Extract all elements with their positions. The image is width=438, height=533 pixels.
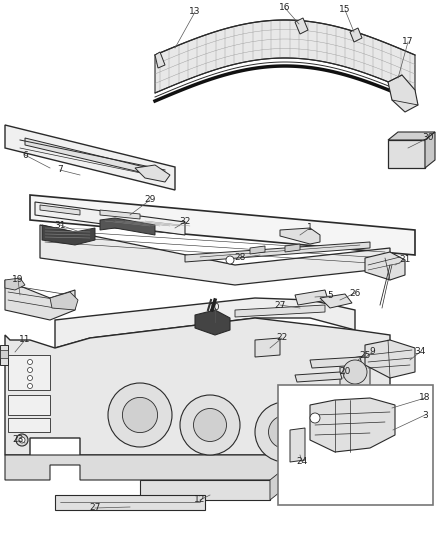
Circle shape: [310, 413, 320, 423]
Text: 28: 28: [234, 254, 246, 262]
Polygon shape: [388, 132, 435, 140]
Polygon shape: [270, 472, 280, 500]
Text: 1: 1: [307, 223, 313, 232]
Text: 21: 21: [399, 255, 411, 264]
Polygon shape: [135, 165, 170, 182]
Polygon shape: [365, 252, 405, 280]
Text: 7: 7: [57, 166, 63, 174]
Text: 31: 31: [54, 221, 66, 230]
Text: 27: 27: [274, 301, 286, 310]
Polygon shape: [295, 18, 308, 34]
Text: 11: 11: [19, 335, 31, 344]
Polygon shape: [250, 246, 265, 254]
Circle shape: [28, 367, 32, 373]
Text: 9: 9: [369, 348, 375, 357]
Polygon shape: [195, 310, 230, 335]
Polygon shape: [25, 138, 165, 178]
Polygon shape: [155, 20, 415, 93]
Polygon shape: [365, 340, 415, 378]
Text: 26: 26: [350, 288, 360, 297]
Polygon shape: [0, 350, 8, 358]
FancyBboxPatch shape: [278, 385, 433, 505]
Polygon shape: [155, 52, 165, 68]
Text: 27: 27: [89, 504, 101, 513]
Text: 34: 34: [414, 348, 426, 357]
Polygon shape: [8, 395, 50, 415]
Text: 32: 32: [179, 217, 191, 227]
Polygon shape: [425, 132, 435, 168]
Polygon shape: [42, 225, 95, 245]
Circle shape: [28, 384, 32, 389]
Polygon shape: [5, 318, 390, 455]
Text: 30: 30: [422, 133, 434, 142]
Polygon shape: [100, 218, 155, 235]
Polygon shape: [55, 495, 205, 510]
Polygon shape: [235, 305, 325, 317]
Polygon shape: [35, 202, 185, 235]
Polygon shape: [350, 28, 362, 42]
Circle shape: [343, 360, 367, 384]
Circle shape: [108, 383, 172, 447]
Polygon shape: [320, 294, 352, 308]
Text: 29: 29: [144, 196, 155, 205]
Polygon shape: [255, 338, 280, 357]
Polygon shape: [295, 372, 342, 382]
Polygon shape: [8, 418, 50, 432]
Text: 20: 20: [339, 367, 351, 376]
Text: 16: 16: [279, 4, 291, 12]
Polygon shape: [388, 75, 418, 112]
Text: 6: 6: [22, 150, 28, 159]
Text: 13: 13: [189, 7, 201, 17]
Circle shape: [180, 395, 240, 455]
Text: 23: 23: [12, 435, 24, 445]
Text: 3: 3: [422, 410, 428, 419]
Polygon shape: [280, 228, 320, 244]
Polygon shape: [5, 440, 390, 480]
Polygon shape: [285, 244, 300, 252]
Text: 17: 17: [402, 37, 414, 46]
Polygon shape: [30, 195, 415, 255]
Text: 24: 24: [297, 457, 307, 466]
Text: 25: 25: [359, 351, 371, 359]
Polygon shape: [340, 355, 370, 395]
Polygon shape: [295, 458, 320, 480]
Text: 10: 10: [209, 303, 221, 312]
Polygon shape: [140, 480, 270, 500]
Polygon shape: [0, 345, 8, 365]
Text: 5: 5: [327, 292, 333, 301]
Text: 22: 22: [276, 334, 288, 343]
Polygon shape: [5, 280, 75, 320]
Circle shape: [28, 359, 32, 365]
Polygon shape: [310, 398, 395, 452]
Polygon shape: [50, 292, 78, 310]
Text: 19: 19: [12, 276, 24, 285]
Polygon shape: [5, 278, 25, 290]
Polygon shape: [185, 242, 370, 262]
Circle shape: [19, 437, 25, 443]
Circle shape: [226, 256, 234, 264]
Polygon shape: [388, 140, 425, 168]
Circle shape: [268, 416, 301, 448]
Circle shape: [28, 376, 32, 381]
Circle shape: [255, 402, 315, 462]
Polygon shape: [40, 225, 390, 285]
Circle shape: [122, 398, 158, 433]
Text: 18: 18: [419, 393, 431, 402]
Text: 15: 15: [339, 5, 351, 14]
Polygon shape: [5, 125, 175, 190]
Polygon shape: [8, 355, 50, 390]
Text: 12: 12: [194, 496, 206, 505]
Polygon shape: [295, 290, 328, 305]
Circle shape: [16, 434, 28, 446]
Polygon shape: [55, 298, 355, 348]
Polygon shape: [100, 210, 140, 219]
Polygon shape: [310, 357, 362, 368]
Circle shape: [194, 408, 226, 441]
Polygon shape: [290, 428, 305, 462]
Polygon shape: [40, 205, 80, 215]
